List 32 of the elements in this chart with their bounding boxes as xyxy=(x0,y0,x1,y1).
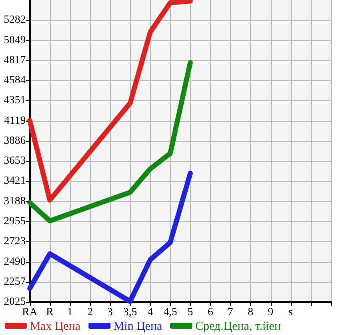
x-tick-label: 7 xyxy=(228,306,234,318)
y-tick-label: 4119 xyxy=(4,114,26,127)
x-tick-label: 1 xyxy=(67,306,73,318)
y-tick-label: 2723 xyxy=(4,236,26,248)
x-tick-label: 9 xyxy=(268,306,274,318)
x-tick-label: 4 xyxy=(148,306,154,318)
x-tick-label: 4,5 xyxy=(164,306,178,318)
y-tick-label: 4817 xyxy=(4,54,26,66)
y-tick-label: 3188 xyxy=(4,195,26,208)
x-tick-label: RA xyxy=(22,306,38,318)
y-tick-label: 3886 xyxy=(4,134,26,147)
x-tick-label: 5 xyxy=(188,306,194,318)
y-tick-label: 4351 xyxy=(4,94,26,107)
y-tick-label: 5282 xyxy=(4,14,26,26)
x-tick-label: 3 xyxy=(108,306,114,318)
y-tick-label: 2955 xyxy=(4,216,26,228)
y-tick-label: 3653 xyxy=(4,155,26,168)
y-tick-label: 5049 xyxy=(4,34,26,46)
y-tick-label: 2490 xyxy=(4,256,26,268)
x-tick-label: 8 xyxy=(248,306,254,318)
x-tick-label: 6 xyxy=(208,306,214,318)
legend-label: Min Цена xyxy=(114,319,164,333)
x-tick-label: R xyxy=(46,306,54,318)
legend-label: Сред.Цена, т.йен xyxy=(195,319,282,333)
x-tick-label: s xyxy=(288,306,294,318)
legend-label: Max Цена xyxy=(30,319,82,333)
y-tick-label: 2025 xyxy=(4,296,26,308)
x-tick-label: 3,5 xyxy=(123,306,138,318)
y-tick-label: 4584 xyxy=(4,74,26,87)
x-tick-label: 2 xyxy=(87,306,93,318)
y-tick-label: 2257 xyxy=(4,276,26,288)
y-tick-label: 3421 xyxy=(4,175,26,188)
